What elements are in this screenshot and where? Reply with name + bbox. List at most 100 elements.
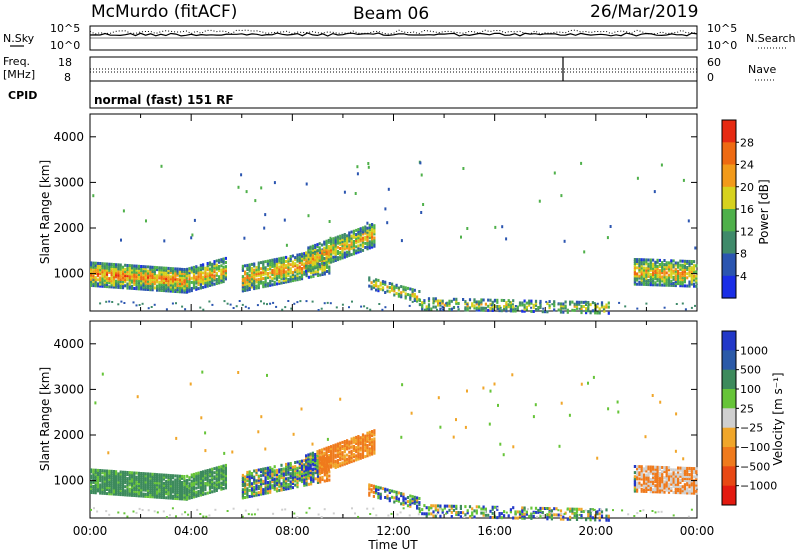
heatmap-cell	[284, 508, 287, 511]
heatmap-cell	[688, 475, 691, 479]
heatmap-cell	[647, 465, 650, 469]
heatmap-cell	[654, 486, 657, 490]
heatmap-cell	[186, 284, 189, 288]
heatmap-cell	[220, 487, 223, 491]
heatmap-cell	[289, 257, 292, 260]
heatmap-cell	[694, 246, 697, 250]
freq-label-1: Freq.	[3, 55, 30, 68]
heatmap-cell	[256, 304, 259, 307]
heatmap-cell	[211, 486, 214, 490]
heatmap-cell	[208, 488, 212, 492]
heatmap-cell	[263, 226, 266, 230]
heatmap-cell	[278, 257, 281, 261]
heatmap-cell	[151, 483, 154, 486]
colorbar-frame	[721, 330, 737, 506]
heatmap-cell	[656, 283, 659, 287]
heatmap-cell	[92, 491, 95, 495]
heatmap-cell	[266, 476, 269, 480]
heatmap-cell	[366, 446, 369, 449]
heatmap-cell	[323, 252, 326, 256]
heatmap-cell	[323, 272, 326, 276]
colorbar-tick-label: 24	[740, 159, 754, 172]
heatmap-cell	[550, 509, 553, 513]
heatmap-cell	[346, 250, 349, 254]
heatmap-cell	[204, 488, 207, 492]
heatmap-cell	[264, 280, 267, 284]
heatmap-cell	[314, 467, 317, 471]
heatmap-cell	[384, 282, 387, 286]
heatmap-cell	[144, 486, 147, 490]
heatmap-cell	[670, 474, 673, 478]
heatmap-cell	[90, 263, 93, 267]
heatmap-cell	[555, 513, 558, 517]
heatmap-cell	[649, 486, 652, 490]
heatmap-cell	[327, 245, 330, 248]
heatmap-cell	[690, 282, 693, 286]
heatmap-cell	[290, 307, 293, 310]
heatmap-cell	[585, 309, 588, 313]
heatmap-cell	[269, 281, 272, 285]
heatmap-cell	[670, 273, 673, 277]
heatmap-cell	[545, 507, 548, 509]
heatmap-cell	[480, 308, 483, 312]
heatmap-cell	[314, 455, 317, 458]
heatmap-cell	[176, 277, 179, 281]
heatmap-cell	[663, 468, 666, 472]
heatmap-cell	[636, 469, 639, 473]
heatmap-cell	[377, 289, 380, 293]
heatmap-cell	[580, 382, 583, 386]
heatmap-cell	[695, 483, 698, 487]
heatmap-cell	[121, 282, 125, 286]
heatmap-cell	[199, 263, 202, 267]
heatmap-cell	[294, 467, 297, 471]
heatmap-cell	[92, 480, 95, 484]
heatmap-cell	[490, 304, 493, 307]
heatmap-cell	[688, 280, 691, 284]
heatmap-cell	[303, 481, 306, 485]
heatmap-cell	[677, 263, 680, 267]
heatmap-cell	[141, 302, 144, 305]
heatmap-cell	[307, 269, 310, 272]
heatmap-cell	[518, 512, 522, 516]
heatmap-cell	[142, 265, 145, 269]
heatmap-cell	[464, 306, 467, 310]
heatmap-cell	[189, 382, 192, 386]
heatmap-cell	[368, 441, 371, 445]
heatmap-cell	[498, 514, 501, 518]
heatmap-cell	[645, 479, 648, 483]
heatmap-cell	[373, 244, 376, 248]
heatmap-cell	[105, 274, 109, 278]
heatmap-cell	[215, 478, 218, 482]
x-tick-label: 12:00	[376, 524, 411, 538]
heatmap-cell	[314, 457, 317, 461]
heatmap-cell	[336, 258, 339, 262]
heatmap-cell	[137, 494, 140, 498]
heatmap-cell	[384, 496, 387, 499]
heatmap-cell	[593, 302, 596, 305]
heatmap-cell	[674, 480, 677, 484]
heatmap-cell	[215, 273, 218, 277]
heatmap-cell	[334, 463, 337, 467]
heatmap-cell	[224, 261, 227, 264]
heatmap-cell	[330, 258, 333, 262]
heatmap-cell	[208, 472, 212, 476]
heatmap-cell	[409, 500, 412, 504]
heatmap-cell	[296, 278, 299, 282]
heatmap-cell	[334, 244, 337, 248]
heatmap-cell	[124, 481, 127, 485]
heatmap-cell	[96, 481, 99, 485]
heatmap-cell	[278, 269, 281, 273]
heatmap-cell	[153, 493, 156, 497]
heatmap-cell	[285, 272, 288, 276]
heatmap-cell	[162, 266, 165, 270]
heatmap-cell	[144, 287, 147, 291]
heatmap-cell	[636, 262, 639, 266]
heatmap-cell	[99, 276, 102, 280]
heatmap-cell	[346, 244, 349, 248]
heatmap-cell	[103, 262, 106, 266]
colorbar-segment	[722, 253, 736, 277]
heatmap-cell	[325, 239, 328, 243]
heatmap-cell	[638, 477, 641, 481]
heatmap-cell	[257, 277, 260, 281]
heatmap-cell	[437, 396, 440, 400]
